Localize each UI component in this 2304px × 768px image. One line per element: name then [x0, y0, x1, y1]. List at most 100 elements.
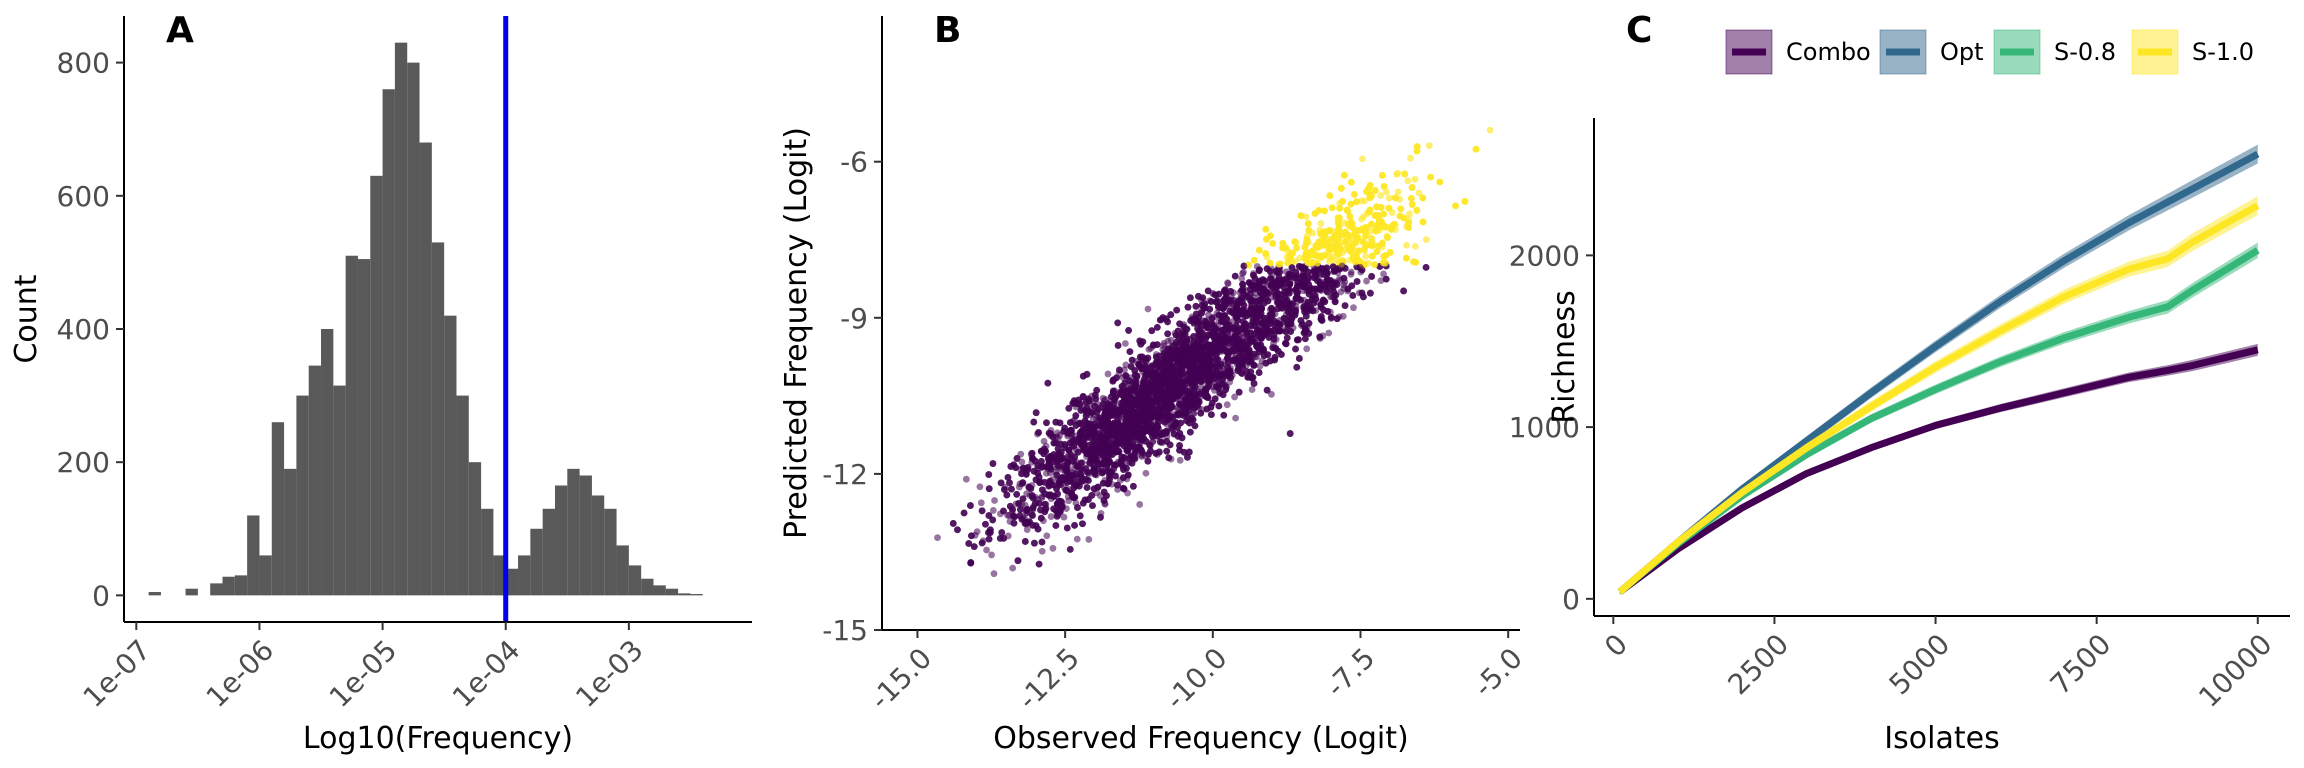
histogram-bar [456, 395, 469, 596]
histogram-bar [591, 495, 605, 596]
y-tick-label: 600 [57, 180, 110, 213]
scatter-point [976, 483, 984, 491]
scatter-point [962, 475, 970, 483]
scatter-point [1231, 393, 1239, 401]
histogram-bar [357, 259, 371, 596]
scatter-point [1425, 142, 1433, 150]
scatter-point [991, 497, 998, 504]
x-axis-title: Log10(Frequency) [303, 721, 573, 756]
histogram-bar [234, 575, 248, 596]
scatter-point [1145, 345, 1153, 353]
histogram-bar [284, 468, 297, 596]
histogram-bar [530, 528, 543, 596]
histogram-bar [579, 475, 592, 596]
scatter-point [1393, 170, 1401, 178]
histogram-bar [271, 422, 285, 596]
scatter-point [1085, 536, 1093, 543]
scatter-point [1238, 275, 1246, 282]
scatter-point [1411, 175, 1419, 183]
scatter-point [1224, 280, 1232, 287]
scatter-point [990, 570, 998, 578]
histogram-bar [505, 568, 519, 596]
scatter-point [1415, 189, 1423, 197]
histogram-bar [616, 545, 629, 596]
histogram-bar [554, 485, 568, 596]
x-tick-label: 1e-06 [200, 633, 280, 713]
scatter-point [1136, 501, 1144, 508]
scatter-point [1407, 154, 1414, 162]
scatter-point [1256, 362, 1264, 370]
scatter-point [977, 499, 985, 507]
scatter-point [1009, 564, 1017, 572]
scatter-point [988, 551, 995, 559]
scatter-point [1347, 271, 1355, 278]
scatter-point [973, 528, 981, 536]
histogram-bar [444, 315, 457, 596]
scatter-point [1385, 194, 1393, 202]
scatter-point [1317, 220, 1325, 227]
scatter-point [1023, 526, 1031, 533]
scatter-point [1382, 188, 1390, 196]
histogram-bar [419, 142, 432, 596]
scatter-point [1122, 361, 1130, 369]
scatter-point [1325, 329, 1333, 337]
scatter-point [1291, 257, 1299, 265]
y-tick-label: 200 [57, 446, 110, 479]
histogram-bar [370, 175, 383, 596]
histogram-bar [468, 462, 482, 596]
scatter-point [1121, 340, 1129, 347]
histogram-bar [678, 593, 691, 596]
histogram-bar [148, 592, 161, 596]
scatter-point [1240, 268, 1247, 276]
histogram-bar [321, 328, 334, 596]
scatter-point [1043, 532, 1051, 540]
x-tick-label: 1e-04 [446, 633, 526, 713]
histogram-bar [222, 576, 235, 596]
scatter-points [934, 126, 1494, 578]
histogram-bar [333, 385, 346, 596]
scatter-point [1303, 345, 1311, 353]
x-tick-label: 1e-05 [323, 633, 403, 713]
scatter-point [1394, 188, 1402, 196]
scatter-point [1404, 177, 1412, 185]
histogram-bar [542, 508, 555, 596]
scatter-point [1040, 437, 1048, 445]
histogram-bar [641, 578, 654, 596]
histogram-bar [296, 395, 309, 596]
histogram-bar [665, 588, 679, 596]
histogram-bar [308, 365, 322, 596]
x-tick-label: 1e-03 [569, 633, 649, 713]
histogram-bar [653, 585, 666, 596]
scatter-point [934, 534, 941, 542]
scatter-point [1104, 370, 1112, 378]
scatter-point [1047, 513, 1055, 520]
scatter-point [1350, 304, 1357, 312]
scatter-point [989, 507, 997, 514]
scatter-point [1380, 270, 1387, 278]
histogram-bar [247, 515, 260, 596]
histogram-bar [518, 555, 531, 596]
histogram-bar [690, 594, 703, 596]
scatter-point [1377, 277, 1385, 285]
scatter-point [1223, 401, 1231, 409]
scatter-point [1038, 547, 1046, 555]
scatter-point [983, 546, 990, 554]
x-tick-label: 1e-07 [77, 633, 157, 713]
histogram-bar [382, 89, 395, 596]
scatter-point [1325, 253, 1333, 261]
scatter-point [1403, 241, 1411, 249]
scatter-point [1248, 386, 1256, 393]
histogram-bar [493, 555, 506, 596]
panel-label: A [166, 10, 194, 51]
histogram-bar [259, 555, 272, 596]
scatter-point [1341, 219, 1348, 227]
histogram-bar [407, 62, 420, 596]
scatter-point [1144, 305, 1152, 313]
scatter-point [1358, 215, 1366, 223]
scatter-point [1049, 544, 1057, 552]
scatter-point [1167, 336, 1175, 344]
histogram-bar [345, 255, 358, 596]
panel-b-scatter: -15.0 -12.5 -10.0 -7.5 -5.0-6-9-12-15 Observ… [779, 10, 1529, 756]
y-tick-label: 800 [57, 47, 110, 80]
